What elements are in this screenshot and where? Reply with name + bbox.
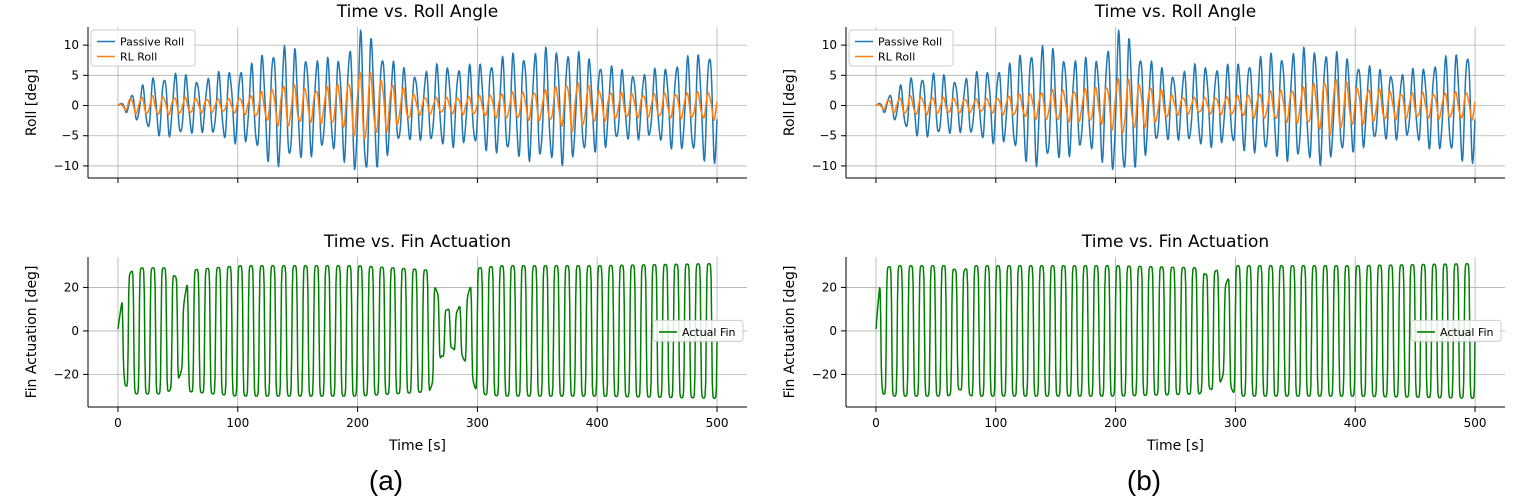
y-tick-label: 20 <box>64 280 79 294</box>
series-line-rl-roll <box>117 71 718 140</box>
x-tick-label: 400 <box>586 416 609 430</box>
x-tick-label: 100 <box>984 416 1007 430</box>
y-tick-label: −20 <box>54 367 79 381</box>
legend: Actual Fin <box>1410 319 1502 342</box>
x-tick-label: 300 <box>466 416 489 430</box>
y-tick-label: 10 <box>822 38 837 52</box>
legend-entry: RL Roll <box>878 51 915 64</box>
legend-box <box>1410 319 1502 342</box>
chart-title: Time vs. Fin Actuation <box>1081 232 1269 252</box>
y-axis-label: Roll [deg] <box>782 69 798 136</box>
y-tick-label: 5 <box>71 68 79 82</box>
y-tick-label: −20 <box>812 367 837 381</box>
y-tick-label: 10 <box>64 38 79 52</box>
x-axis-label: Time [s] <box>388 438 446 454</box>
y-tick-label: −5 <box>61 129 79 143</box>
x-tick-label: 400 <box>1344 416 1367 430</box>
series-line-actual-fin <box>117 262 718 399</box>
legend-box <box>652 319 744 342</box>
chart-title: Time vs. Roll Angle <box>336 2 498 22</box>
legend-entry: Actual Fin <box>682 326 736 339</box>
legend-entry: RL Roll <box>120 51 157 64</box>
y-axis-label: Fin Actuation [deg] <box>782 266 798 399</box>
y-tick-label: 5 <box>829 68 837 82</box>
y-tick-label: 0 <box>71 324 79 338</box>
chart-b-roll: −10 −5 0 5 10 Time vs. Roll Angle Roll [deg] Pa… <box>782 2 1505 183</box>
y-axis-label: Roll [deg] <box>24 69 40 136</box>
x-tick-label: 0 <box>872 416 880 430</box>
chart-title: Time vs. Roll Angle <box>1094 2 1256 22</box>
x-tick-label: 200 <box>1104 416 1127 430</box>
legend: Passive Roll RL Roll <box>848 29 954 67</box>
x-axis-label: Time [s] <box>1146 438 1204 454</box>
legend-box <box>90 29 196 67</box>
series-line-passive-roll <box>117 29 718 171</box>
y-axis-label: Fin Actuation [deg] <box>24 266 40 399</box>
x-tick-label: 500 <box>706 416 729 430</box>
x-tick-label: 200 <box>346 416 369 430</box>
x-tick-label: 0 <box>114 416 122 430</box>
y-tick-label: −5 <box>819 129 837 143</box>
y-tick-label: −10 <box>54 159 79 173</box>
legend-entry: Actual Fin <box>1440 326 1494 339</box>
y-tick-label: 0 <box>829 324 837 338</box>
y-tick-label: −10 <box>812 159 837 173</box>
chart-title: Time vs. Fin Actuation <box>323 232 511 252</box>
legend-box <box>848 29 954 67</box>
series-line-passive-roll <box>875 29 1476 171</box>
chart-a-roll: −10 −5 0 5 10 Time vs. Roll Angle Roll [deg] Pa… <box>24 2 747 183</box>
legend: Actual Fin <box>652 319 744 342</box>
legend-entry: Passive Roll <box>120 36 184 49</box>
legend: Passive Roll RL Roll <box>90 29 196 67</box>
legend-entry: Passive Roll <box>878 36 942 49</box>
series-line-actual-fin <box>875 262 1476 399</box>
y-tick-label: 0 <box>71 99 79 113</box>
series-line-rl-roll <box>875 77 1476 136</box>
y-tick-label: 0 <box>829 99 837 113</box>
y-tick-label: 20 <box>822 280 837 294</box>
x-tick-label: 300 <box>1224 416 1247 430</box>
panel-label-a: (a) <box>369 465 403 496</box>
x-tick-label: 500 <box>1464 416 1487 430</box>
panel-label-b: (b) <box>1127 465 1161 496</box>
x-tick-label: 100 <box>226 416 249 430</box>
